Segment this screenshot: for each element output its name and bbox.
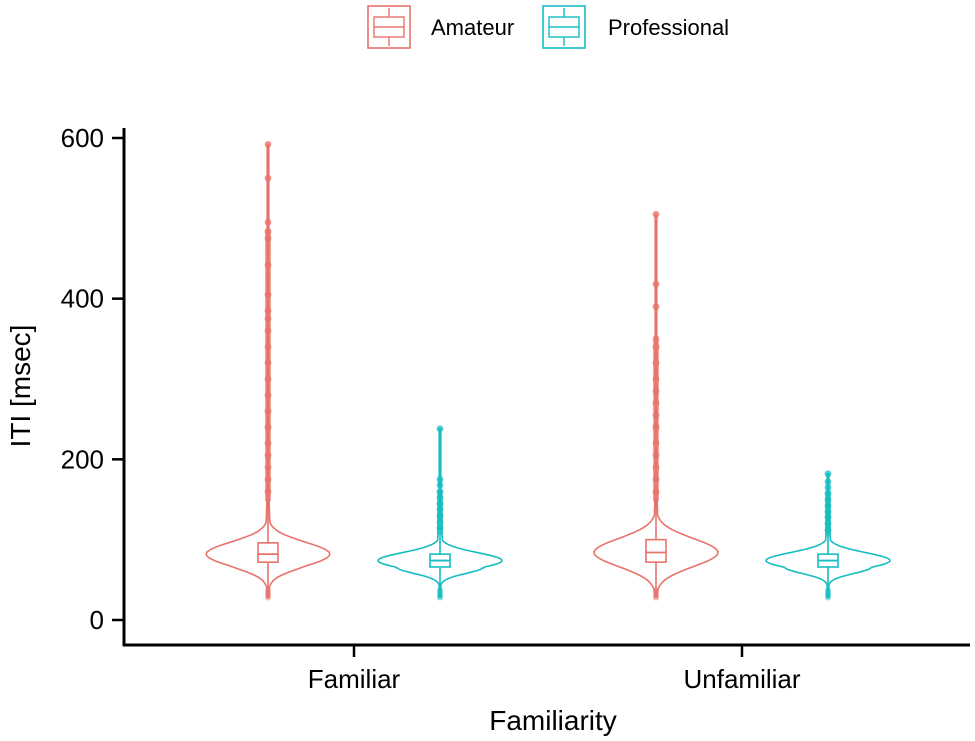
legend-item-amateur: Amateur	[367, 5, 514, 49]
y-tick-label: 600	[61, 123, 104, 153]
x-tick-label: Unfamiliar	[683, 664, 800, 694]
outlier-point	[264, 229, 272, 236]
legend-label: Amateur	[431, 15, 514, 40]
y-tick-label: 400	[61, 284, 104, 314]
outlier-point	[436, 425, 444, 433]
outlier-point	[436, 489, 444, 497]
y-axis-title: ITI [msec]	[5, 325, 36, 448]
outlier-point	[825, 587, 831, 594]
outlier-point	[652, 338, 660, 346]
outlier-point	[264, 218, 272, 226]
outlier-point	[436, 476, 444, 483]
y-tick-label: 0	[90, 605, 104, 635]
outlier-point	[653, 587, 659, 594]
legend: Amateur Professional	[367, 5, 729, 49]
outlier-point	[264, 141, 272, 148]
outlier-point	[652, 280, 660, 288]
legend-item-professional: Professional	[542, 5, 729, 49]
axes: 0 200 400 600 Familiar Unfamiliar	[61, 123, 970, 694]
outlier-point	[824, 484, 832, 491]
outlier-point	[265, 587, 271, 594]
x-tick-label: Familiar	[308, 664, 401, 694]
outlier-point	[824, 491, 832, 498]
x-axis-title: Familiarity	[489, 705, 617, 736]
y-tick-label: 200	[61, 444, 104, 474]
outlier-point	[652, 210, 660, 218]
box-iqr	[257, 542, 279, 563]
outlier-point	[824, 478, 832, 486]
outlier-point	[436, 481, 444, 489]
outlier-point	[652, 303, 660, 311]
legend-label: Professional	[608, 15, 729, 40]
box-iqr	[645, 538, 667, 563]
plot-area	[205, 141, 891, 601]
outlier-point	[264, 174, 272, 182]
outlier-point	[437, 587, 443, 594]
outlier-point	[824, 470, 832, 478]
